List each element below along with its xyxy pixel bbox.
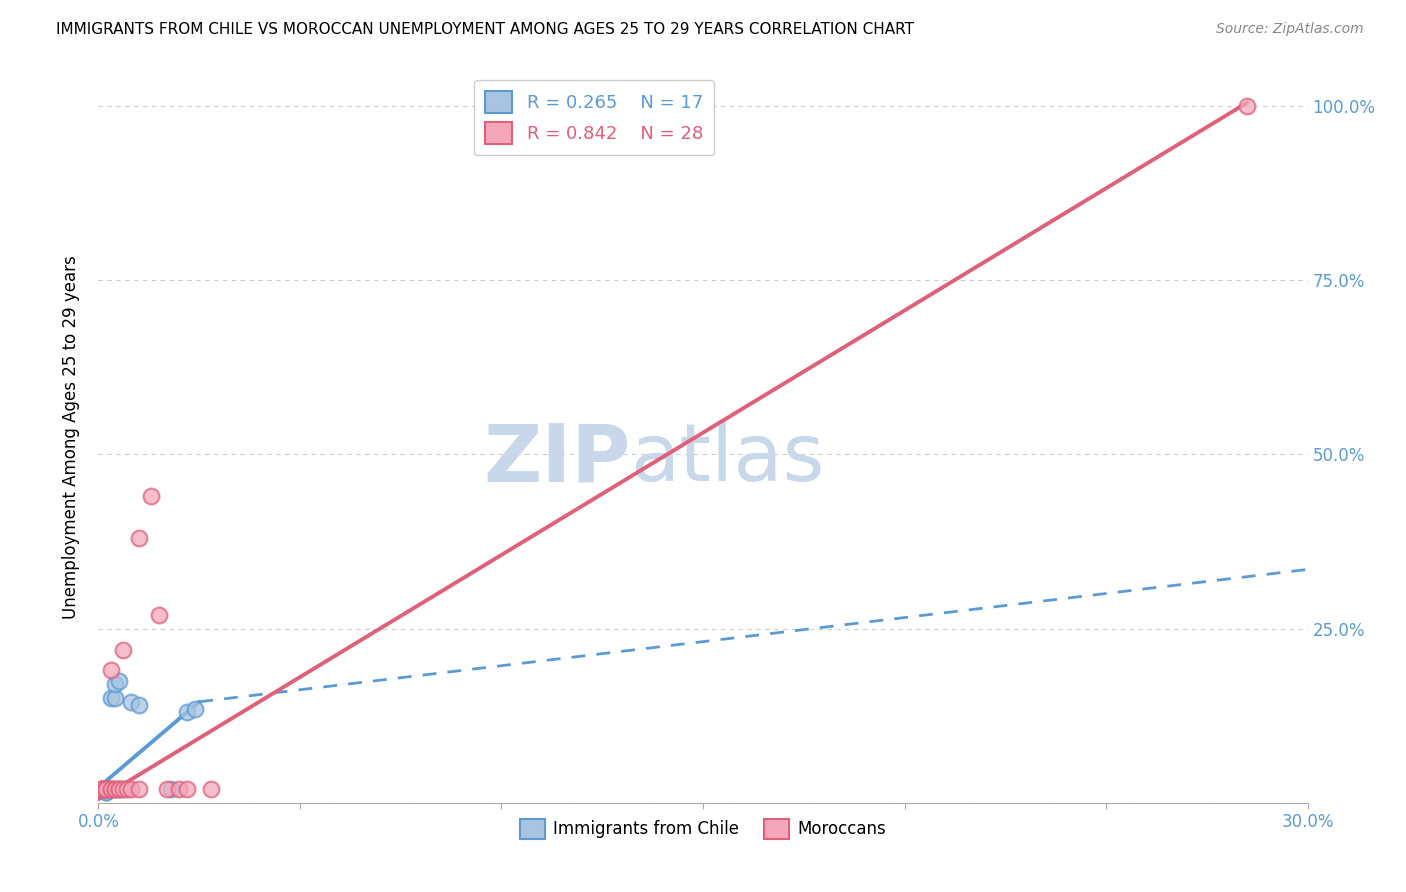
Point [103, 691, 125, 706]
Point [184, 702, 207, 716]
Text: ZIP: ZIP [484, 420, 630, 498]
Point [103, 781, 125, 796]
Text: atlas: atlas [630, 420, 825, 498]
Point [100, 781, 122, 796]
Point [107, 781, 129, 796]
Point [148, 607, 170, 622]
Point [176, 705, 198, 719]
Point [100, 781, 122, 796]
Y-axis label: Unemployment Among Ages 25 to 29 years: Unemployment Among Ages 25 to 29 years [62, 255, 80, 619]
Point [96, 781, 118, 796]
Point [100, 664, 122, 678]
Point [100, 781, 122, 796]
Point [91, 781, 114, 796]
Point [96, 781, 118, 796]
Point [139, 489, 162, 503]
Point [96, 781, 118, 796]
Point [107, 781, 129, 796]
Point [91, 781, 114, 796]
Point [120, 781, 142, 796]
Legend: Immigrants from Chile, Moroccans: Immigrants from Chile, Moroccans [513, 812, 893, 846]
Point [1236, 99, 1258, 113]
Point [128, 531, 150, 545]
Point [100, 691, 122, 706]
Point [160, 781, 183, 796]
Point [103, 677, 125, 691]
Text: IMMIGRANTS FROM CHILE VS MOROCCAN UNEMPLOYMENT AMONG AGES 25 TO 29 YEARS CORRELA: IMMIGRANTS FROM CHILE VS MOROCCAN UNEMPL… [56, 22, 914, 37]
Point [167, 781, 190, 796]
Text: Source: ZipAtlas.com: Source: ZipAtlas.com [1216, 22, 1364, 37]
Point [103, 781, 125, 796]
Point [91, 781, 114, 796]
Point [120, 695, 142, 709]
Point [115, 781, 138, 796]
Point [200, 781, 222, 796]
Point [96, 785, 118, 799]
Point [128, 781, 150, 796]
Point [91, 781, 114, 796]
Point [91, 781, 114, 796]
Point [111, 781, 134, 796]
Point [91, 781, 114, 796]
Point [100, 781, 122, 796]
Point [128, 698, 150, 713]
Point [176, 781, 198, 796]
Point [111, 642, 134, 657]
Point [96, 781, 118, 796]
Point [156, 781, 179, 796]
Point [111, 781, 134, 796]
Point [107, 673, 129, 688]
Point [96, 785, 118, 799]
Point [107, 781, 129, 796]
